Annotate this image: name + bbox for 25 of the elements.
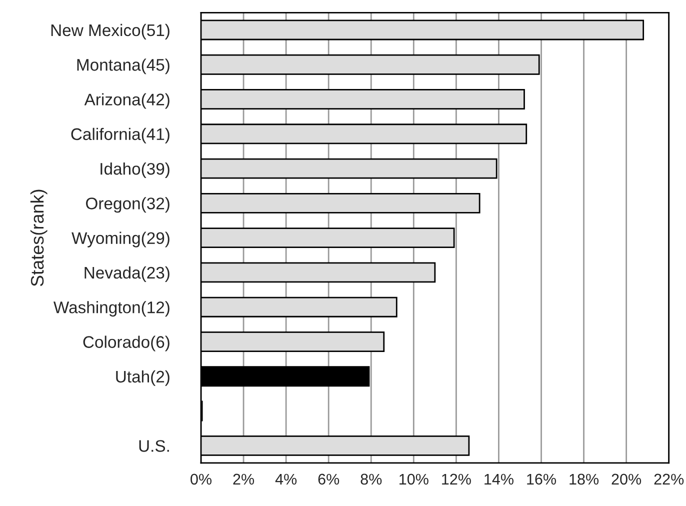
x-tick-label: 22% [654,474,684,485]
y-tick-label: Montana(45) [77,58,170,74]
y-tick-label: Wyoming(29) [72,232,170,248]
x-tick-label: 16% [527,474,556,485]
y-tick-label: Washington(12) [53,301,170,317]
x-tick-label: 10% [400,474,428,485]
y-tick-label: New Mexico(51) [51,24,170,40]
x-tick-label: 14% [484,474,514,485]
y-tick-label: Utah(2) [116,370,170,386]
x-tick-label: 6% [318,474,340,485]
y-tick-label: Idaho(39) [100,162,170,178]
y-axis-title: States(rank) [30,190,48,286]
y-tick-label: California(41) [71,128,170,144]
x-tick-label: 2% [233,474,254,485]
x-tick-label: 20% [612,474,642,485]
x-tick-label: 8% [360,474,382,485]
x-tick-label: 4% [275,474,297,485]
y-tick-label: Colorado(6) [83,336,170,352]
y-tick-label: Oregon(32) [86,197,170,213]
x-tick-label: 0% [190,474,212,485]
x-tick-label: 12% [442,474,471,485]
y-tick-label: Arizona(42) [84,93,170,109]
y-tick-label: U.S. [139,440,169,452]
x-tick-label: 18% [570,474,599,485]
y-tick-label: Nevada(23) [84,266,170,282]
